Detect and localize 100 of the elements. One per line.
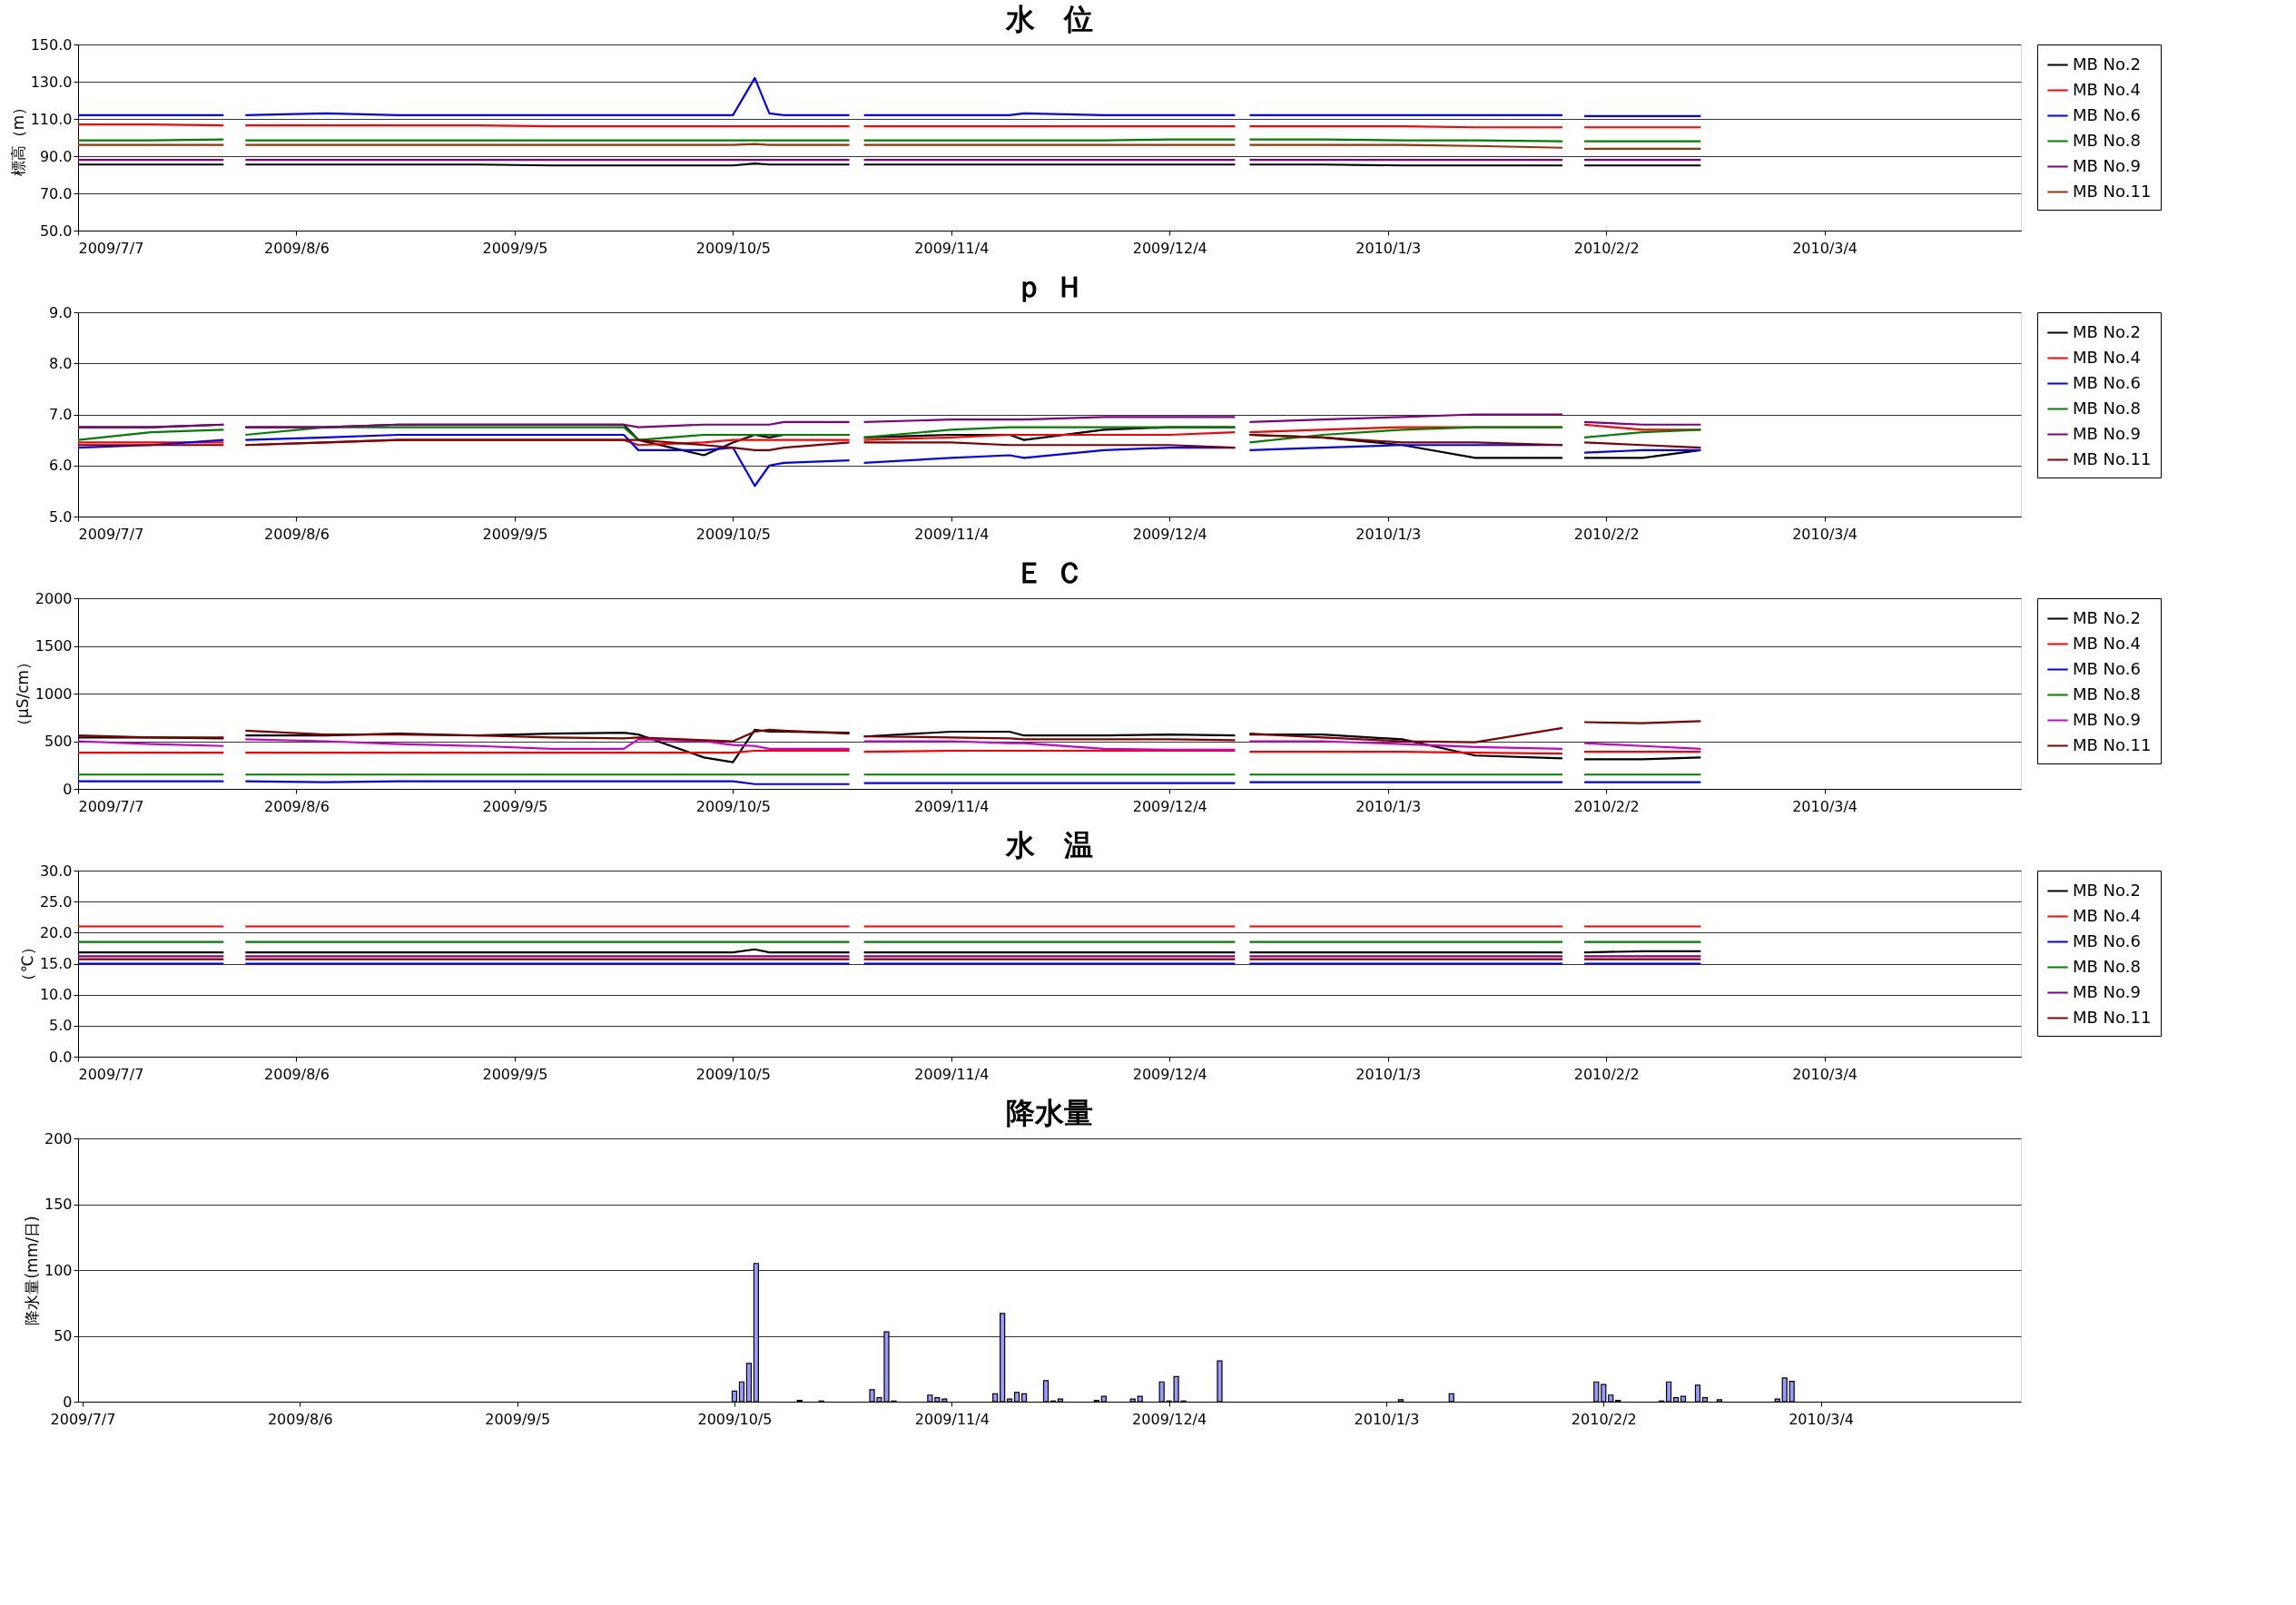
legend-label: MB No.9 <box>2073 981 2141 1001</box>
x-tick-label: 2009/12/4 <box>1132 239 1207 257</box>
x-tick-label: 2010/1/3 <box>1355 525 1422 543</box>
chart-title: 水 温 <box>1005 828 1093 862</box>
x-tick-label: 2009/10/5 <box>697 1410 773 1428</box>
x-tick-label: 2010/2/2 <box>1571 1410 1637 1428</box>
x-tick-label: 2010/3/4 <box>1792 525 1858 543</box>
x-tick-label: 2009/9/5 <box>482 797 548 815</box>
legend-label: MB No.8 <box>2073 398 2141 418</box>
y-tick-label: 0.0 <box>49 1048 73 1066</box>
x-tick-label: 2010/1/3 <box>1355 1065 1422 1083</box>
y-tick-label: 50 <box>54 1327 73 1344</box>
x-tick-label: 2010/1/3 <box>1355 797 1422 815</box>
legend-label: MB No.2 <box>2073 54 2141 74</box>
legend-label: MB No.6 <box>2073 658 2141 678</box>
x-tick-label: 2009/12/4 <box>1132 1410 1207 1428</box>
legend-label: MB No.8 <box>2073 956 2141 976</box>
x-tick-label: 2010/2/2 <box>1573 239 1640 257</box>
x-tick-label: 2009/9/5 <box>485 1410 551 1428</box>
x-tick-label: 2010/3/4 <box>1789 1410 1855 1428</box>
y-tick-label: 110.0 <box>30 110 73 128</box>
legend-label: MB No.6 <box>2073 372 2141 392</box>
legend-label: MB No.11 <box>2073 181 2152 201</box>
y-axis-title: （μS/cm） <box>13 654 32 734</box>
legend-label: MB No.9 <box>2073 423 2141 443</box>
x-tick-label: 2009/9/5 <box>482 1065 548 1083</box>
x-tick-label: 2009/8/6 <box>264 1065 330 1083</box>
x-tick-label: 2009/11/4 <box>914 1065 990 1083</box>
y-tick-label: 50.0 <box>39 222 73 240</box>
x-tick-label: 2009/10/5 <box>695 525 771 543</box>
x-tick-label: 2010/2/2 <box>1573 797 1640 815</box>
x-tick-label: 2010/2/2 <box>1573 1065 1640 1083</box>
x-tick-label: 2009/8/6 <box>264 239 330 257</box>
y-tick-label: 30.0 <box>39 862 73 880</box>
chart-title: 水 位 <box>1005 2 1093 36</box>
y-tick-label: 90.0 <box>39 147 73 165</box>
x-tick-label: 2009/7/7 <box>78 525 144 543</box>
y-tick-label: 100 <box>44 1261 73 1279</box>
y-tick-label: 25.0 <box>39 892 73 911</box>
legend-label: MB No.11 <box>2073 448 2152 468</box>
x-tick-label: 2009/7/7 <box>50 1410 116 1428</box>
x-tick-label: 2009/7/7 <box>78 239 144 257</box>
x-tick-label: 2009/8/6 <box>267 1410 333 1428</box>
x-tick-label: 2009/11/4 <box>914 797 990 815</box>
y-axis-title: （℃） <box>17 940 36 989</box>
chart-title: Ｅ Ｃ <box>1015 556 1084 590</box>
y-tick-label: 150.0 <box>30 35 73 54</box>
x-tick-label: 2010/3/4 <box>1792 239 1858 257</box>
y-tick-label: 1000 <box>34 684 73 703</box>
legend-label: MB No.6 <box>2073 931 2141 950</box>
y-tick-label: 0 <box>63 780 73 798</box>
y-tick-label: 200 <box>44 1129 73 1147</box>
legend-label: MB No.11 <box>2073 734 2152 754</box>
x-tick-label: 2010/3/4 <box>1792 797 1858 815</box>
legend-label: MB No.2 <box>2073 880 2141 900</box>
legend-label: MB No.8 <box>2073 684 2141 704</box>
x-tick-label: 2009/10/5 <box>695 797 771 815</box>
legend-label: MB No.9 <box>2073 155 2141 175</box>
y-tick-label: 0 <box>63 1393 73 1411</box>
y-tick-label: 500 <box>44 733 73 750</box>
x-tick-label: 2009/11/4 <box>914 1410 990 1428</box>
x-tick-label: 2009/9/5 <box>482 525 548 543</box>
x-tick-label: 2009/7/7 <box>78 797 144 815</box>
y-tick-label: 6.0 <box>49 457 73 475</box>
legend-label: MB No.8 <box>2073 130 2141 150</box>
legend-label: MB No.11 <box>2073 1007 2152 1027</box>
x-tick-label: 2009/9/5 <box>482 239 548 257</box>
y-tick-label: 10.0 <box>39 986 73 1004</box>
y-tick-label: 70.0 <box>39 184 73 202</box>
y-tick-label: 7.0 <box>49 406 73 423</box>
y-tick-label: 20.0 <box>39 923 73 941</box>
y-tick-label: 150 <box>44 1196 73 1213</box>
y-tick-label: 8.0 <box>49 354 73 372</box>
x-tick-label: 2009/7/7 <box>78 1065 144 1083</box>
chart-title: 降水量 <box>1006 1096 1093 1130</box>
x-tick-label: 2009/11/4 <box>914 525 990 543</box>
x-tick-label: 2009/8/6 <box>264 797 330 815</box>
legend-label: MB No.4 <box>2073 347 2141 367</box>
x-tick-label: 2009/12/4 <box>1132 1065 1207 1083</box>
legend-label: MB No.9 <box>2073 709 2141 729</box>
legend-label: MB No.2 <box>2073 321 2141 341</box>
x-tick-label: 2009/12/4 <box>1132 797 1207 815</box>
legend-label: MB No.4 <box>2073 633 2141 653</box>
y-tick-label: 5.0 <box>49 507 73 526</box>
y-axis-title: 標高（m） <box>8 99 27 177</box>
y-tick-label: 2000 <box>34 589 73 607</box>
x-tick-label: 2010/3/4 <box>1792 1065 1858 1083</box>
x-tick-label: 2009/8/6 <box>264 525 330 543</box>
x-tick-label: 2010/2/2 <box>1573 525 1640 543</box>
x-tick-label: 2009/12/4 <box>1132 525 1207 543</box>
y-tick-label: 5.0 <box>49 1017 73 1035</box>
y-tick-label: 15.0 <box>39 955 73 972</box>
y-tick-label: 9.0 <box>49 303 73 321</box>
legend-label: MB No.2 <box>2073 607 2141 627</box>
legend-label: MB No.4 <box>2073 905 2141 925</box>
legend-label: MB No.6 <box>2073 104 2141 124</box>
x-tick-label: 2009/10/5 <box>695 239 771 257</box>
y-axis-title: 降水量(mm/日) <box>22 1216 41 1325</box>
x-tick-label: 2010/1/3 <box>1355 239 1422 257</box>
x-tick-label: 2010/1/3 <box>1354 1410 1420 1428</box>
